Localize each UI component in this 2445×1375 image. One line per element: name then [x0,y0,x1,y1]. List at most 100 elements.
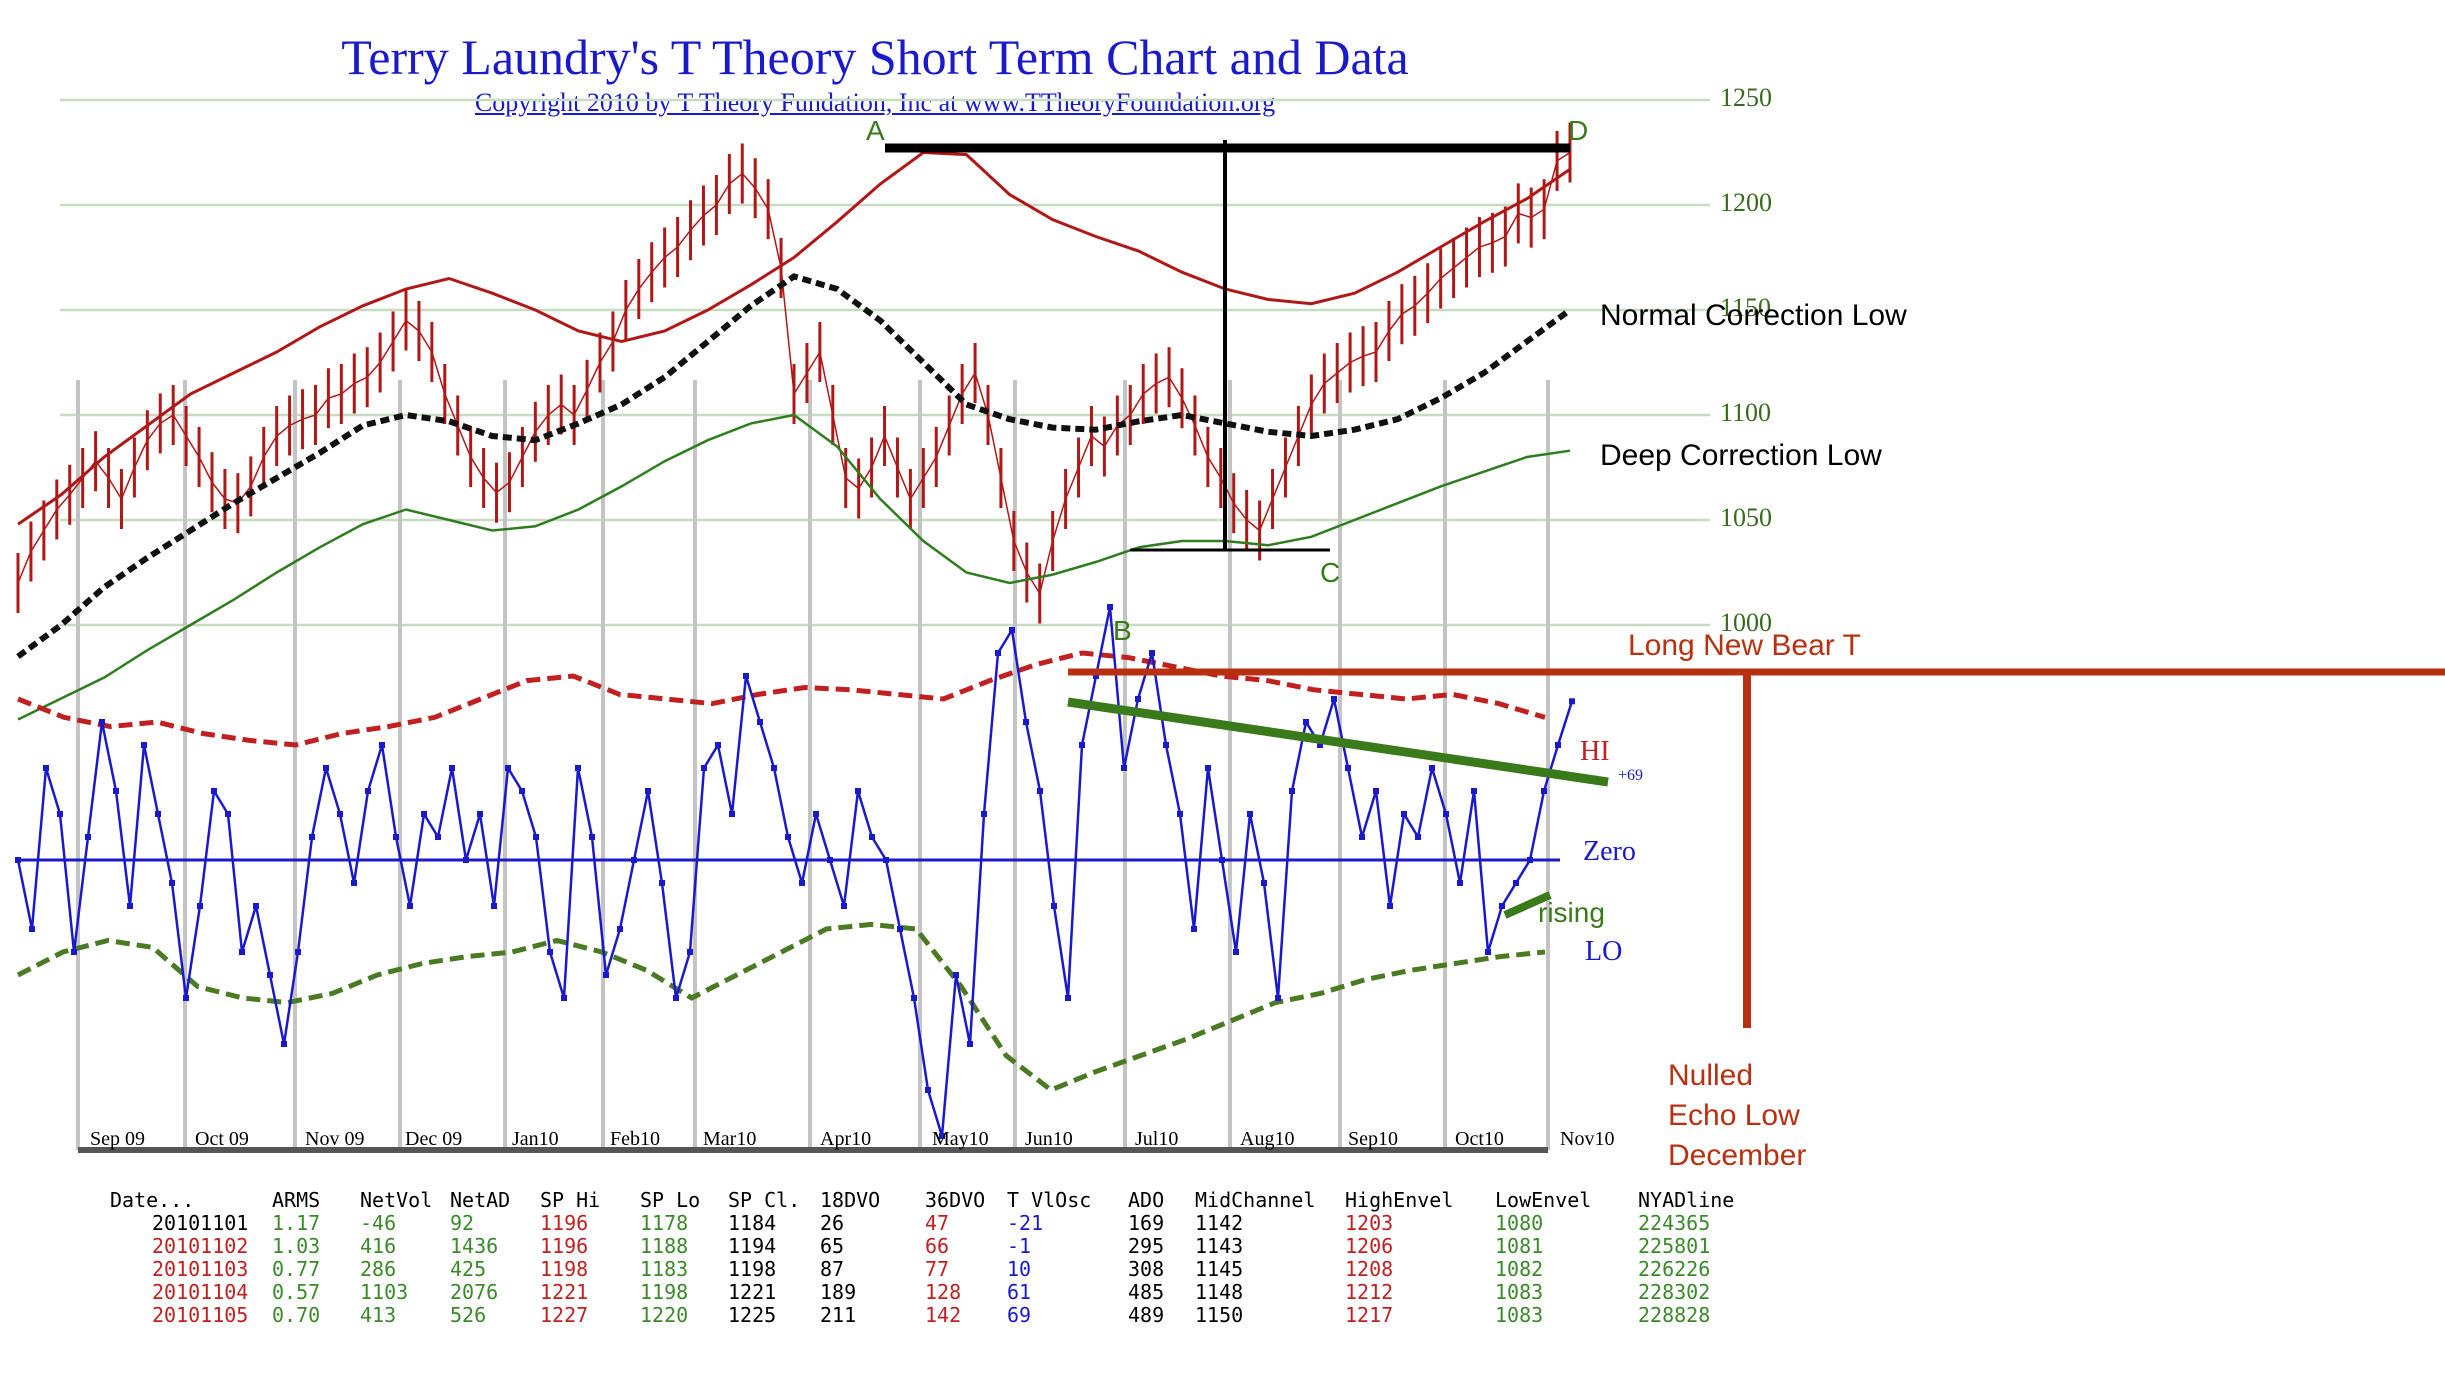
oscillator-point [1219,857,1225,863]
oscillator-point [295,949,301,955]
oscillator-series [15,604,1575,1139]
table-cell: 1198 [640,1280,689,1304]
oscillator-point [869,834,875,840]
price-tick-label: 1150 [1720,293,1771,322]
oscillator-point [1009,627,1015,633]
oscillator-point [1079,742,1085,748]
table-cell: 425 [450,1257,487,1281]
lo-band [16,921,1546,1093]
oscillator-point [99,719,105,725]
table-header: 36DVO [925,1188,986,1212]
table-cell: 69 [1007,1303,1032,1327]
oscillator-point [589,834,595,840]
price-line [17,151,1571,596]
table-cell: 225801 [1638,1234,1711,1258]
table-cell: 169 [1128,1211,1165,1235]
oscillator-point [1415,834,1421,840]
table-cell: 286 [360,1257,397,1281]
month-label: Sep10 [1348,1128,1398,1150]
oscillator-point [939,1133,945,1139]
table-cell: 20101105 [152,1303,249,1327]
oscillator-point [673,995,679,1001]
oscillator-point [1051,903,1057,909]
oscillator-point [127,903,133,909]
oscillator-point [729,811,735,817]
table-cell: 26 [820,1211,845,1235]
oscillator-point [575,765,581,771]
label-a: A [866,115,885,146]
table-cell: 65 [820,1234,845,1258]
oscillator-point [715,742,721,748]
table-cell: 1142 [1195,1211,1244,1235]
oscillator-point [407,903,413,909]
month-label: May10 [932,1128,989,1150]
table-cell: 47 [925,1211,950,1235]
oscillator-point [1513,880,1519,886]
month-label: Jun10 [1025,1128,1073,1150]
last-value-label: +69 [1618,767,1643,784]
price-tick-label: 1000 [1720,608,1772,637]
low-envelope-line [17,413,1571,721]
table-cell: 308 [1128,1257,1165,1281]
oscillator-point [505,765,511,771]
table-cell: 1183 [640,1257,689,1281]
table-cell: 1225 [728,1303,777,1327]
month-label: Jul10 [1135,1128,1178,1150]
oscillator-point [561,995,567,1001]
month-label: Oct10 [1455,1128,1504,1150]
table-cell: 1206 [1345,1234,1394,1258]
table-header: ADO [1128,1188,1165,1212]
oscillator-point [1107,604,1113,610]
price-tick-label: 1200 [1720,188,1772,217]
table-cell: 77 [925,1257,950,1281]
oscillator-point [155,811,161,817]
oscillator-point [1429,765,1435,771]
oscillator-point [379,742,385,748]
table-cell: 0.57 [272,1280,321,1304]
oscillator-point [603,972,609,978]
table-cell: 295 [1128,1234,1165,1258]
oscillator-point [995,650,1001,656]
zero-label: Zero [1583,836,1636,867]
oscillator-point [113,788,119,794]
table-cell: 1143 [1195,1234,1244,1258]
oscillator-point [1163,742,1169,748]
table-header: NYADline [1638,1188,1735,1212]
table-header: SP Lo [640,1188,701,1212]
nulled-label: Nulled [1668,1059,1753,1092]
table-cell: 92 [450,1211,475,1235]
mid-channel-line [16,273,1572,659]
table-header: LowEnvel [1495,1188,1592,1212]
oscillator-point [491,903,497,909]
table-header: T VlOsc [1007,1188,1092,1212]
oscillator-point [267,972,273,978]
table-cell: 189 [820,1280,857,1304]
table-cell: -21 [1007,1211,1044,1235]
table-cell: 1083 [1495,1303,1544,1327]
oscillator-point [1233,949,1239,955]
oscillator-point [1499,903,1505,909]
table-cell: 1212 [1345,1280,1394,1304]
label-d: D [1568,115,1588,146]
oscillator-point [547,949,553,955]
table-cell: 128 [925,1280,962,1304]
oscillator-point [477,811,483,817]
oscillator-point [337,811,343,817]
table-cell: 20101101 [152,1211,249,1235]
oscillator-point [799,880,805,886]
table-cell: 66 [925,1234,950,1258]
table-cell: 526 [450,1303,487,1327]
oscillator-point [1065,995,1071,1001]
price-series [16,122,1572,624]
hi-label: HI [1580,736,1610,767]
table-cell: 1.03 [272,1234,321,1258]
month-label: Sep 09 [90,1128,145,1150]
table-cell: 489 [1128,1303,1165,1327]
oscillator-point [1345,765,1351,771]
table-cell: 87 [820,1257,845,1281]
oscillator-point [351,880,357,886]
table-cell: 20101102 [152,1234,249,1258]
oscillator-point [1247,811,1253,817]
table-cell: 142 [925,1303,962,1327]
